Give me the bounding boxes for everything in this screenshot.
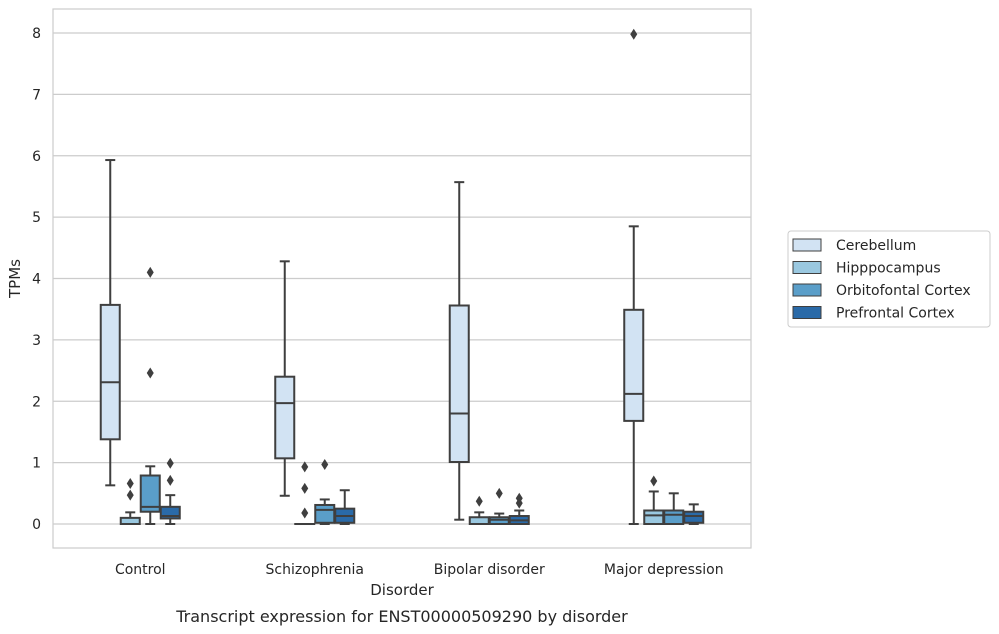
box [663, 509, 685, 525]
legend-swatch [792, 238, 822, 252]
box-orbitofontal-cortex [314, 458, 336, 525]
outlier-point [321, 458, 329, 470]
grid-lines [53, 32, 751, 525]
outlier-point [301, 461, 309, 473]
box-prefrontal-cortex [508, 492, 530, 525]
legend-label: Hipppocampus [836, 261, 941, 277]
outlier-point [495, 487, 503, 499]
box-prefrontal-cortex [159, 457, 181, 525]
y-tick-label: 3 [32, 333, 41, 349]
x-axis-label: Disorder [370, 581, 434, 599]
legend-label: Prefrontal Cortex [836, 306, 955, 322]
box-prefrontal-cortex [334, 489, 356, 525]
y-tick-label: 4 [32, 272, 41, 288]
legend-label: Cerebellum [836, 238, 916, 254]
x-tick-label: Control [115, 562, 166, 578]
y-tick-labels: 0 1 2 3 4 5 6 7 8 [32, 26, 41, 533]
legend-label: Orbitofontal Cortex [836, 283, 971, 299]
outlier-point [301, 507, 309, 519]
y-tick-label: 6 [32, 149, 41, 165]
y-tick-label: 2 [32, 394, 41, 410]
box [274, 375, 296, 460]
box [139, 474, 161, 513]
box [448, 304, 470, 464]
outlier-point [166, 474, 174, 486]
box-orbitofontal-cortex [139, 266, 161, 525]
box-hipppocampus [643, 475, 665, 525]
x-tick-labels: Control Schizophrenia Bipolar disorder Majo… [115, 562, 724, 578]
y-axis-label: TPMs [6, 259, 24, 299]
box [99, 303, 121, 441]
legend-swatch [792, 306, 822, 319]
box-cerebellum [99, 159, 121, 487]
y-tick-label: 7 [32, 87, 41, 103]
box-plots [99, 28, 705, 526]
plot-frame [52, 8, 752, 549]
y-tick-label: 0 [32, 517, 41, 533]
box [159, 505, 181, 520]
outlier-point [475, 495, 483, 507]
legend-swatch [792, 283, 822, 297]
outlier-point [630, 28, 638, 40]
box-orbitofontal-cortex [488, 487, 510, 526]
legend-swatch [792, 261, 822, 274]
box-prefrontal-cortex [683, 503, 705, 525]
box [623, 308, 645, 422]
outlier-point [515, 492, 523, 504]
legend-frame [787, 230, 991, 328]
box [683, 510, 705, 524]
x-tick-label: Schizophrenia [266, 562, 364, 578]
outlier-point [146, 266, 154, 278]
outlier-point [126, 477, 134, 489]
x-tick-label: Bipolar disorder [434, 562, 545, 578]
outlier-point [166, 457, 174, 469]
y-tick-label: 1 [32, 456, 41, 472]
box [468, 516, 490, 526]
box [643, 509, 665, 525]
box-cerebellum [623, 28, 645, 525]
chart-caption: Transcript expression for ENST0000050929… [175, 607, 628, 626]
y-tick-label: 5 [32, 210, 41, 226]
box-hipppocampus [468, 495, 490, 526]
box-hipppocampus [119, 477, 141, 525]
box [314, 503, 336, 524]
outlier-point [146, 367, 154, 379]
legend: Cerebellum Hipppocampus Orbitofontal Corte… [787, 230, 991, 328]
box-cerebellum [274, 260, 296, 497]
outlier-point [301, 482, 309, 494]
box-orbitofontal-cortex [663, 492, 685, 525]
y-tick-label: 8 [32, 26, 41, 42]
x-tick-label: Major depression [604, 562, 724, 578]
outlier-point [650, 475, 658, 487]
outlier-point [126, 489, 134, 501]
box-cerebellum [448, 181, 470, 521]
box-hipppocampus [294, 461, 316, 526]
